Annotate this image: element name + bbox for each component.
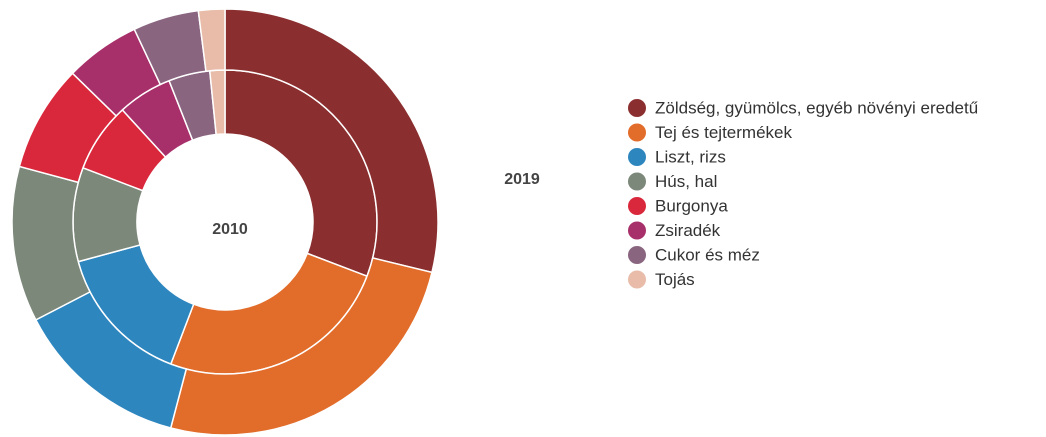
legend-swatch (628, 123, 646, 142)
legend-label: Burgonya (655, 196, 728, 215)
donut-segment (224, 8, 439, 274)
legend-swatch (628, 99, 646, 117)
legend-swatch (628, 148, 646, 166)
legend-label: Tojás (655, 270, 695, 289)
legend-label: Hús, hal (655, 172, 717, 191)
inner-ring-label: 2010 (212, 221, 248, 238)
legend-label: Tej és tejtermékek (655, 123, 792, 142)
legend-label: Zöldség, gyümölcs, egyéb növényi eredetű (655, 98, 978, 117)
legend-swatch (628, 270, 646, 289)
legend-label: Zsiradék (655, 221, 721, 240)
outer-ring-label: 2019 (504, 171, 540, 188)
legend-swatch (628, 197, 646, 215)
legend-swatch (628, 221, 646, 240)
legend-label: Cukor és méz (655, 245, 760, 264)
donut-segment (197, 8, 226, 73)
legend-swatch (628, 172, 646, 191)
legend-swatch (628, 246, 646, 264)
legend-label: Liszt, rizs (655, 147, 726, 166)
